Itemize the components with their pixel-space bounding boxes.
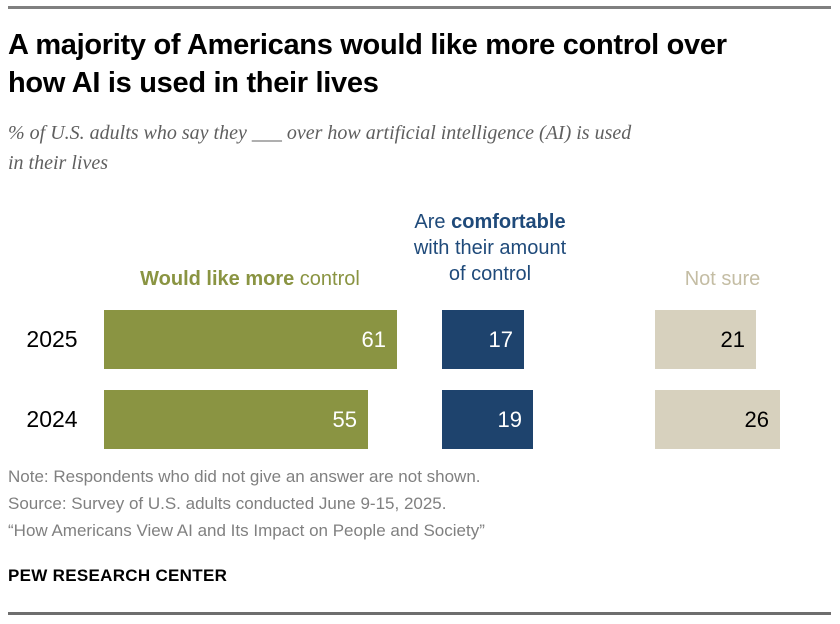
bar-value-label: 26 — [744, 407, 769, 432]
bar-value-label: 61 — [361, 327, 386, 352]
legend-not-sure: Not sure — [684, 268, 761, 290]
bar-value-label: 17 — [488, 327, 513, 352]
bar-value-label: 19 — [497, 407, 522, 432]
org-name: PEW RESEARCH CENTER — [8, 566, 228, 585]
bar-value-label: 21 — [720, 327, 745, 352]
report-title-line: “How Americans View AI and Its Impact on… — [8, 521, 485, 540]
top-rule — [8, 6, 831, 9]
chart-title: A majority of Americans would like more … — [8, 26, 818, 102]
subtitle-line-1: % of U.S. adults who say they ___ over h… — [8, 122, 632, 144]
chart-subtitle: % of U.S. adults who say they ___ over h… — [8, 118, 818, 178]
legend-comfortable-line-2: with their amount — [413, 237, 567, 259]
legend-comfortable-line-1: Are comfortable — [414, 211, 566, 233]
title-line-1: A majority of Americans would like more … — [8, 29, 727, 61]
bar-2024-would-like-more-control: 55 — [104, 390, 368, 449]
year-label-2025: 2025 — [26, 326, 78, 352]
title-line-2: how AI is used in their lives — [8, 67, 379, 99]
legend-would-like-more-control: Would like more control — [104, 266, 396, 292]
bar-2025-not-sure: 21 — [655, 310, 756, 369]
legend-more-control-bold: Would like more — [140, 268, 295, 290]
bar-2025-would-like-more-control: 61 — [104, 310, 397, 369]
source-line: Source: Survey of U.S. adults conducted … — [8, 494, 447, 513]
bar-2024-comfortable: 19 — [442, 390, 533, 449]
legend-more-control-regular: control — [294, 268, 360, 290]
year-label-2024: 2024 — [26, 406, 78, 432]
bar-2025-comfortable: 17 — [442, 310, 524, 369]
footer-notes: Note: Respondents who did not give an an… — [8, 463, 485, 544]
subtitle-line-2: in their lives — [8, 152, 108, 174]
note-line: Note: Respondents who did not give an an… — [8, 467, 481, 486]
bar-2024-not-sure: 26 — [655, 390, 780, 449]
bar-value-label: 55 — [332, 407, 357, 432]
bottom-rule — [8, 612, 831, 615]
legend-comfortable-line-3: of control — [448, 263, 532, 285]
bar-row-2025: 2025 61 17 21 — [0, 310, 840, 369]
legend-comfortable: Are comfortable with their amount of con… — [375, 209, 605, 287]
bar-row-2024: 2024 55 19 26 — [0, 390, 840, 449]
